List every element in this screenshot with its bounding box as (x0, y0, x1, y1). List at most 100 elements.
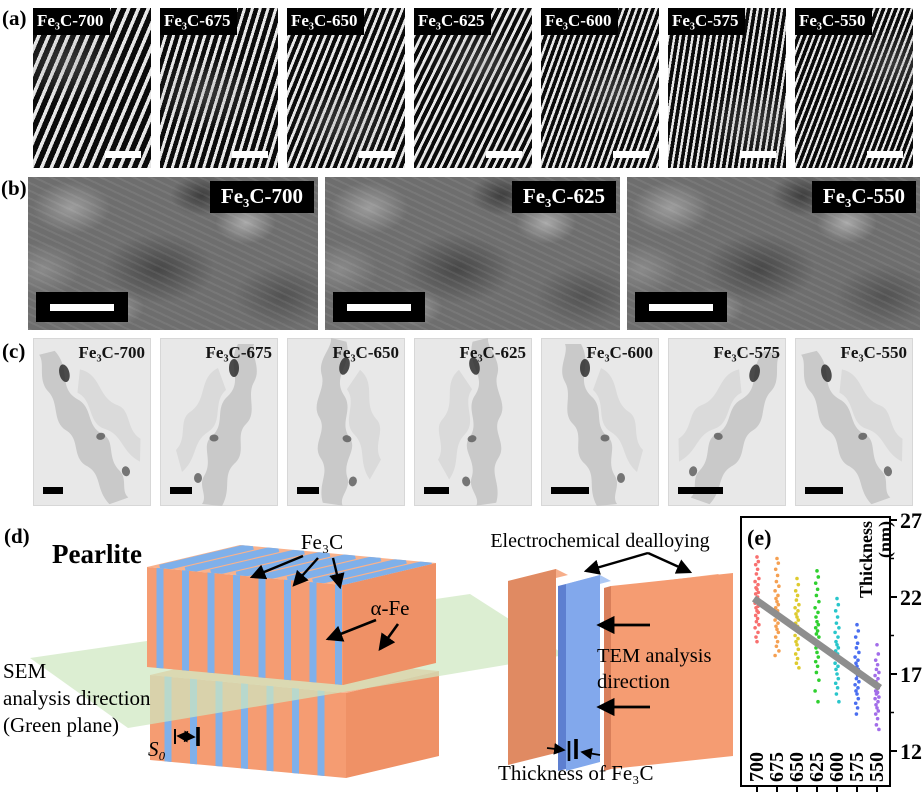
data-point (756, 590, 761, 595)
data-point (754, 619, 759, 624)
fe3c-lamellae-bottom (164, 675, 325, 778)
data-point (854, 661, 858, 666)
scale-bar (105, 151, 141, 158)
data-point (794, 598, 799, 602)
data-point (753, 579, 757, 584)
data-point (753, 626, 757, 630)
data-point (875, 642, 879, 647)
data-point (817, 599, 821, 604)
data-point (793, 652, 798, 656)
data-point (874, 667, 879, 672)
panel-c-tem-image: Fe₃C-600 (541, 338, 659, 506)
alpha-fe-annotation: α-Fe (371, 596, 410, 620)
data-point (796, 618, 801, 622)
pearlite-block-top (147, 545, 436, 685)
x-tick-label: 575 (846, 752, 868, 782)
data-point (854, 676, 859, 681)
data-point (775, 556, 779, 561)
data-point (836, 676, 841, 681)
data-point (775, 599, 779, 604)
data-point (793, 633, 797, 638)
data-point (795, 642, 799, 647)
panel-c-tem-image: Fe₃C-575 (668, 338, 786, 506)
data-point (876, 699, 880, 704)
fe3c-slab-middle (558, 575, 611, 771)
panel-c-tem-image: Fe₃C-650 (287, 338, 405, 506)
data-point (833, 661, 837, 666)
data-point (753, 613, 758, 618)
data-point (774, 596, 778, 601)
thickness-dimension (546, 739, 601, 761)
scale-bar (486, 151, 522, 158)
data-point (813, 626, 818, 630)
tem-direction-arrows (596, 615, 650, 717)
tem-flake-shape (160, 338, 278, 506)
scale-bar-box (635, 292, 727, 322)
data-point (793, 589, 798, 593)
data-point (756, 630, 760, 635)
data-point (853, 655, 857, 659)
data-point (834, 692, 839, 696)
data-point (773, 618, 777, 622)
data-point (876, 709, 881, 713)
data-point (754, 635, 758, 639)
sample-label: Fe₃C-625 (459, 343, 526, 362)
data-point (753, 592, 758, 596)
data-point (873, 673, 877, 678)
data-point (755, 587, 759, 592)
sample-label: Fe₃C-700 (209, 181, 314, 214)
sample-label: Fe₃C-675 (205, 343, 272, 362)
panel-e-label: (e) (747, 525, 771, 550)
data-point (815, 587, 820, 592)
data-point (797, 602, 801, 607)
data-point (854, 689, 858, 693)
sample-label: Fe₃C-675 (160, 8, 238, 36)
scale-bar (551, 487, 589, 494)
data-point (814, 593, 819, 598)
panel-a-sem-image: Fe₃C-625 (414, 8, 532, 168)
data-point (814, 632, 819, 636)
data-point (795, 576, 799, 581)
data-point (875, 706, 879, 710)
data-point (815, 629, 820, 633)
panel-a-sem-image: Fe₃C-550 (795, 8, 913, 168)
data-point (754, 572, 759, 576)
data-point (756, 582, 760, 587)
data-point (794, 612, 798, 616)
scale-bar-box (333, 292, 425, 322)
data-point (833, 681, 838, 686)
data-point (815, 664, 820, 669)
data-point (773, 605, 778, 610)
data-point (857, 679, 861, 684)
data-point (774, 624, 778, 629)
data-point (816, 575, 821, 579)
data-point (756, 559, 761, 564)
data-point (757, 622, 761, 627)
data-point (817, 635, 821, 639)
data-point (877, 670, 881, 675)
scale-bar (649, 303, 713, 311)
data-point (855, 622, 859, 627)
data-point (836, 602, 841, 607)
y-tick-label: 17 (900, 662, 922, 687)
data-point (756, 610, 761, 615)
panel-b-sem-image: Fe₃C-625 (325, 177, 620, 330)
sample-label: Fe₃C-550 (795, 8, 873, 36)
data-point (836, 664, 840, 669)
scale-bar-box (36, 292, 128, 322)
interlamellar-spacing-dimension (174, 727, 200, 746)
data-point (775, 573, 780, 578)
pearlite-dealloying-schematic: Pearlite Fe₃C α-Fe SEM analysis directio… (3, 530, 733, 785)
tem-flake-shape (33, 338, 151, 506)
tem-flake-shape (795, 338, 913, 506)
scale-bar (740, 151, 776, 158)
data-point (757, 576, 761, 581)
svg-text:TEM analysis: TEM analysis (597, 645, 711, 667)
sem-direction-caption: SEM analysis direction (Green plane) (3, 659, 151, 737)
data-point (857, 650, 861, 655)
data-point (835, 642, 839, 647)
pearlite-title: Pearlite (52, 539, 142, 569)
data-point (877, 695, 881, 699)
data-point (836, 635, 840, 639)
data-point (793, 605, 797, 610)
